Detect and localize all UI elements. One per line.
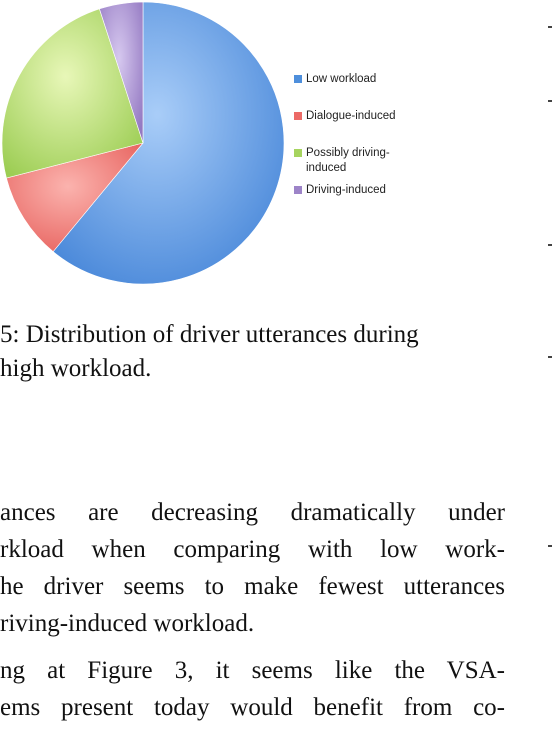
legend-label-possibly-driving-induced: Possibly driving- induced: [306, 146, 414, 176]
paragraph-1: ances are decreasing dramatically under …: [0, 494, 505, 642]
edge-mark: [548, 26, 552, 28]
text-line: ances are decreasing dramatically under: [0, 499, 505, 526]
legend-label-line1: Possibly driving-: [306, 147, 390, 159]
text-line: riving-induced workload.: [0, 610, 255, 637]
text-line: he driver seems to make fewest utterance…: [0, 573, 505, 600]
text-line: ng at Figure 3, it seems like the VSA-: [0, 657, 505, 684]
pie-slice-driving-induced: [99, 1, 144, 144]
body-text: ances are decreasing dramatically under …: [0, 494, 505, 726]
legend-swatch-dialogue-induced: [294, 112, 302, 120]
pie-chart: [1, 1, 285, 285]
caption-line-1: 5: Distribution of driver utterances dur…: [0, 321, 419, 348]
legend-label-line2: induced: [306, 162, 347, 174]
paragraph-gap: [0, 642, 505, 652]
pie-slice-possibly-driving-induced: [1, 8, 144, 179]
paragraph-2: ng at Figure 3, it seems like the VSA- e…: [0, 652, 505, 726]
pie-slice-low-workload: [52, 1, 285, 285]
caption-line-2: high workload.: [0, 355, 152, 382]
pie-slice-dialogue-induced: [6, 142, 144, 253]
legend-label-low-workload: Low workload: [306, 73, 377, 85]
adjacent-column-edge: [548, 0, 556, 735]
legend-label-dialogue-induced: Dialogue-induced: [306, 110, 396, 122]
edge-mark: [548, 100, 552, 102]
legend-swatch-driving-induced: [294, 186, 302, 194]
text-line: rkload when comparing with low work-: [0, 536, 505, 563]
legend-label-driving-induced: Driving-induced: [306, 184, 386, 196]
text-line: ems present today would benefit from co-: [0, 694, 505, 721]
edge-mark: [548, 545, 552, 547]
legend-swatch-possibly-driving-induced: [294, 149, 302, 157]
figure-caption: 5: Distribution of driver utterances dur…: [0, 318, 512, 386]
legend-swatch-low-workload: [294, 75, 302, 83]
edge-mark: [548, 356, 552, 358]
edge-mark: [548, 244, 552, 246]
